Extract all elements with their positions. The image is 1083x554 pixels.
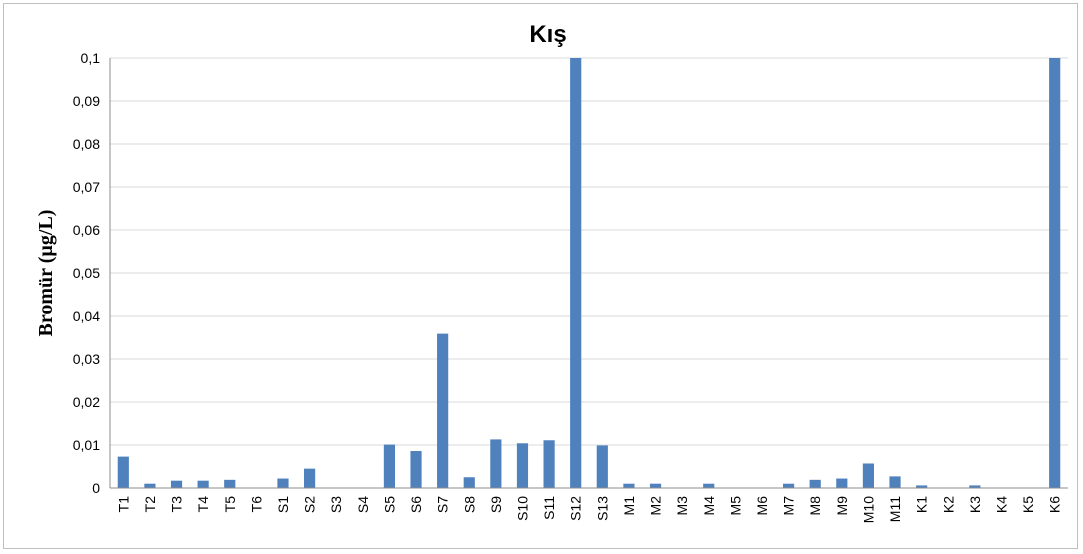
x-tick-label-M6: M6 xyxy=(754,496,770,516)
bar-S12 xyxy=(570,58,582,488)
bar-M10 xyxy=(862,463,875,488)
x-tick-label-K4: K4 xyxy=(993,496,1009,513)
x-tick-label-M1: M1 xyxy=(621,496,637,516)
bar-K6 xyxy=(1049,58,1061,488)
bar-T3 xyxy=(170,480,183,488)
bar-S11 xyxy=(543,440,555,488)
y-tick-label: 0,02 xyxy=(73,394,100,410)
bar-S9 xyxy=(490,439,502,488)
bar-T4 xyxy=(197,480,209,488)
x-tick-label-K5: K5 xyxy=(1020,496,1036,513)
x-tick-label-S7: S7 xyxy=(435,496,451,513)
bar-S1 xyxy=(277,478,289,488)
y-tick-label: 0,08 xyxy=(73,136,100,152)
x-tick-label-S5: S5 xyxy=(381,496,397,513)
y-axis-label: Bromür (µg/L) xyxy=(35,210,57,337)
x-tick-label-S1: S1 xyxy=(275,496,291,513)
x-tick-label-M2: M2 xyxy=(648,496,664,516)
x-tick-label-M3: M3 xyxy=(674,496,690,516)
x-tick-label-T1: T1 xyxy=(115,496,131,513)
x-tick-label-K2: K2 xyxy=(940,496,956,513)
bar-M1 xyxy=(623,483,635,488)
bar-T2 xyxy=(144,483,156,488)
y-tick-label: 0,01 xyxy=(73,437,100,453)
bar-K1 xyxy=(916,485,928,488)
x-tick-label-T3: T3 xyxy=(169,496,185,513)
y-tick-label: 0,07 xyxy=(73,179,100,195)
x-tick-label-S3: S3 xyxy=(328,496,344,513)
x-tick-label-M10: M10 xyxy=(860,496,876,523)
bar-M8 xyxy=(809,479,821,488)
x-tick-label-K3: K3 xyxy=(967,496,983,513)
bar-K3 xyxy=(969,485,981,488)
x-tick-label-S8: S8 xyxy=(461,496,477,513)
bar-S5 xyxy=(383,444,396,488)
x-tick-label-S4: S4 xyxy=(355,496,371,513)
x-tick-label-T4: T4 xyxy=(195,496,211,513)
bar-M4 xyxy=(703,483,715,488)
y-tick-labels: 0 0,01 0,02 0,03 0,04 0,05 0,06 0,07 0,08 0,09 0,1 xyxy=(73,50,100,496)
bar-M11 xyxy=(889,476,901,488)
x-tick-labels: T1 T2 T3 T4 T5 T6 S1 S2 S3 S4 S5 S6 S7 S8 S9 S10 S11 S12 S… xyxy=(115,496,1062,523)
y-tick-label: 0,1 xyxy=(81,50,101,66)
bars xyxy=(117,58,1061,488)
x-tick-label-M8: M8 xyxy=(807,496,823,516)
chart-frame xyxy=(3,3,1078,549)
chart-title: Kış xyxy=(529,21,566,48)
bar-S10 xyxy=(516,443,529,488)
x-tick-label-S12: S12 xyxy=(568,496,584,521)
bar-T5 xyxy=(224,479,236,488)
axes xyxy=(109,58,1068,489)
bar-S2 xyxy=(303,468,316,488)
x-tick-label-S10: S10 xyxy=(514,496,530,521)
x-tick-label-T6: T6 xyxy=(248,496,264,513)
x-tick-label-S9: S9 xyxy=(488,496,504,513)
x-tick-label-M7: M7 xyxy=(781,496,797,516)
y-tick-label: 0,03 xyxy=(73,351,100,367)
x-tick-label-S13: S13 xyxy=(594,496,610,521)
x-tick-label-S2: S2 xyxy=(302,496,318,513)
bar-M2 xyxy=(649,483,662,488)
x-tick-label-M9: M9 xyxy=(834,496,850,516)
y-tick-label: 0,06 xyxy=(73,222,100,238)
x-tick-label-K1: K1 xyxy=(914,496,930,513)
bar-S6 xyxy=(410,451,422,488)
x-tick-label-K6: K6 xyxy=(1047,496,1063,513)
y-tick-label: 0 xyxy=(92,480,100,496)
x-tick-label-S6: S6 xyxy=(408,496,424,513)
bar-S13 xyxy=(596,445,608,488)
x-tick-label-M5: M5 xyxy=(727,496,743,516)
bar-S8 xyxy=(463,477,475,488)
x-tick-label-S11: S11 xyxy=(541,496,557,520)
bar-M7 xyxy=(782,483,795,488)
y-tick-label: 0,05 xyxy=(73,265,100,281)
bar-S7 xyxy=(437,333,449,488)
y-tick-label: 0,09 xyxy=(73,93,100,109)
bar-T1 xyxy=(117,456,129,488)
x-tick-label-T2: T2 xyxy=(142,496,158,513)
x-tick-label-T5: T5 xyxy=(222,496,238,513)
y-tick-label: 0,04 xyxy=(73,308,100,324)
gridlines xyxy=(110,57,1068,446)
x-tick-label-M11: M11 xyxy=(887,496,903,522)
x-tick-label-M4: M4 xyxy=(701,496,717,516)
bar-M9 xyxy=(836,478,848,488)
